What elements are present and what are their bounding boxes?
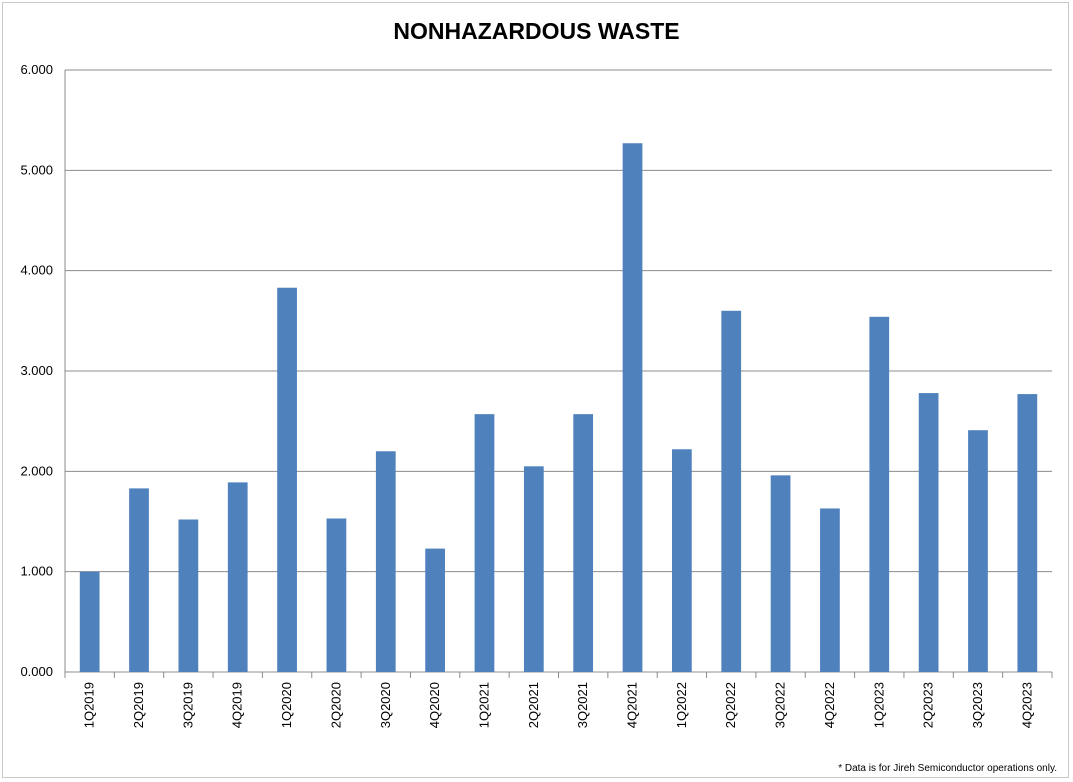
bar: [820, 508, 840, 672]
bar: [918, 393, 939, 672]
bar: [227, 482, 248, 672]
bar: [129, 488, 149, 672]
bar: [672, 449, 692, 672]
x-tick-label: 4Q2023: [1019, 682, 1034, 728]
bar: [968, 430, 988, 672]
bar: [474, 414, 495, 672]
x-tick-label: 4Q2020: [427, 682, 442, 728]
bar: [375, 451, 396, 672]
bar: [178, 519, 199, 672]
bar: [869, 316, 890, 672]
x-tick-label: 1Q2019: [82, 682, 97, 728]
x-tick-label: 2Q2020: [328, 682, 343, 728]
x-tick-label: 3Q2023: [970, 682, 985, 728]
y-tick-label: 6.000: [20, 62, 53, 77]
bar: [721, 310, 742, 672]
x-tick-label: 4Q2021: [625, 682, 640, 728]
bar: [1017, 394, 1038, 672]
bar: [425, 548, 445, 672]
x-tick-label: 2Q2022: [723, 682, 738, 728]
x-tick-label: 1Q2021: [476, 682, 491, 728]
x-tick-label: 3Q2019: [180, 682, 195, 728]
x-tick-label: 1Q2023: [871, 682, 886, 728]
bar: [573, 414, 594, 672]
bar: [326, 518, 347, 672]
chart-title: NONHAZARDOUS WASTE: [393, 18, 680, 44]
y-tick-label: 4.000: [20, 263, 53, 278]
bar: [622, 143, 643, 672]
x-tick-label: 2Q2021: [526, 682, 541, 728]
bar: [770, 475, 791, 672]
x-tick-label: 1Q2022: [674, 682, 689, 728]
y-tick-label: 2.000: [20, 463, 53, 478]
x-tick-label: 2Q2019: [131, 682, 146, 728]
x-tick-label: 2Q2023: [921, 682, 936, 728]
y-tick-label: 0.000: [20, 664, 53, 679]
bar: [523, 466, 544, 672]
bar: [79, 571, 100, 672]
x-tick-label: 4Q2019: [230, 682, 245, 728]
x-tick-label: 3Q2022: [773, 682, 788, 728]
x-tick-label: 3Q2020: [378, 682, 393, 728]
y-tick-label: 5.000: [20, 162, 53, 177]
y-tick-label: 3.000: [20, 363, 53, 378]
x-tick-label: 3Q2021: [575, 682, 590, 728]
y-tick-label: 1.000: [20, 564, 53, 579]
chart-footnote: * Data is for Jireh Semiconductor operat…: [838, 763, 1057, 774]
x-tick-label: 1Q2020: [279, 682, 294, 728]
bar: [277, 287, 297, 672]
x-tick-label: 4Q2022: [822, 682, 837, 728]
